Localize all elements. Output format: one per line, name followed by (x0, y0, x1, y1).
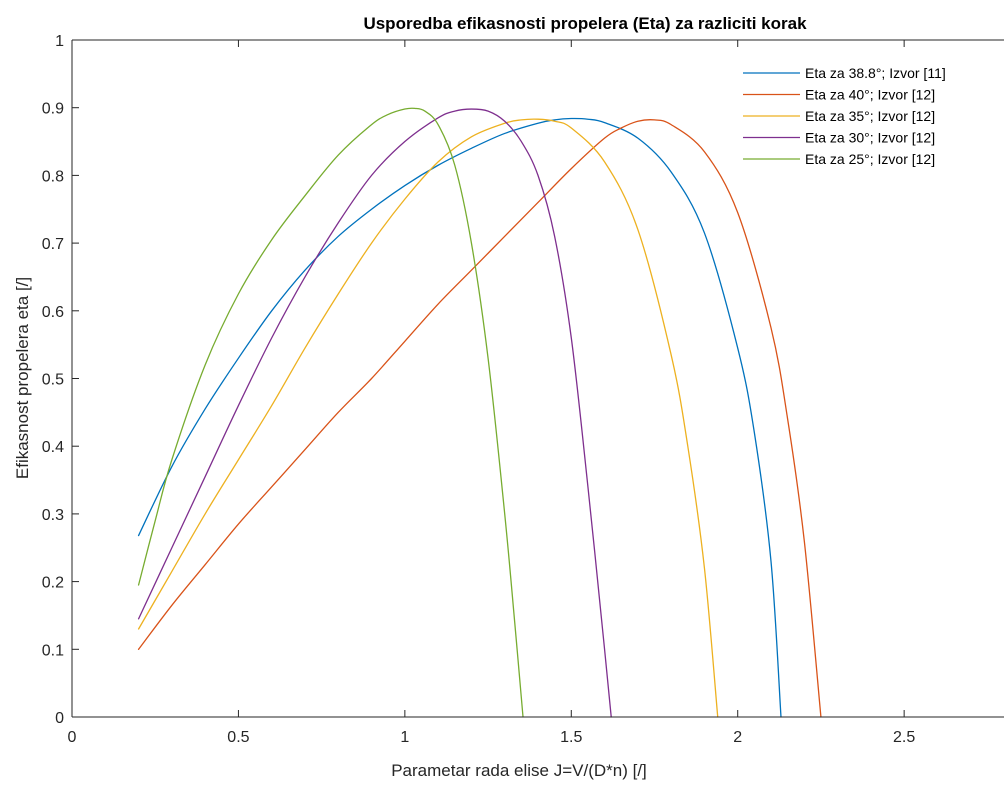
y-tick-label: 0.3 (42, 507, 64, 524)
legend[interactable]: Eta za 38.8°; Izvor [11] Eta za 40°; Izvo… (738, 59, 980, 175)
x-axis-title: Parametar rada elise J=V/(D*n) [/] (391, 761, 647, 780)
x-tick-label: 2.5 (893, 729, 915, 746)
y-tick-label: 0.6 (42, 304, 64, 321)
y-tick-label: 0.4 (42, 439, 64, 456)
y-tick-label: 0.1 (42, 642, 64, 659)
y-tick-label: 0.9 (42, 101, 64, 118)
y-tick-label: 0.2 (42, 575, 64, 592)
legend-label: Eta za 35°; Izvor [12] (805, 108, 935, 124)
chart-title: Usporedba efikasnosti propelera (Eta) za… (363, 14, 807, 33)
x-tick-label: 0.5 (227, 729, 249, 746)
y-axis-title: Efikasnost propelera eta [/] (13, 277, 32, 479)
y-tick-label: 0.7 (42, 236, 64, 253)
x-tick-label: 1 (400, 729, 409, 746)
x-tick-label: 2 (733, 729, 742, 746)
y-tick-label: 0 (55, 710, 64, 727)
legend-label: Eta za 38.8°; Izvor [11] (805, 65, 946, 81)
legend-label: Eta za 30°; Izvor [12] (805, 130, 935, 146)
y-tick-label: 0.8 (42, 168, 64, 185)
x-tick-label: 1.5 (560, 729, 582, 746)
legend-label: Eta za 40°; Izvor [12] (805, 87, 935, 103)
x-tick-label: 0 (68, 729, 77, 746)
legend-label: Eta za 25°; Izvor [12] (805, 151, 935, 167)
y-tick-label: 0.5 (42, 372, 64, 389)
y-tick-label: 1 (55, 33, 64, 50)
